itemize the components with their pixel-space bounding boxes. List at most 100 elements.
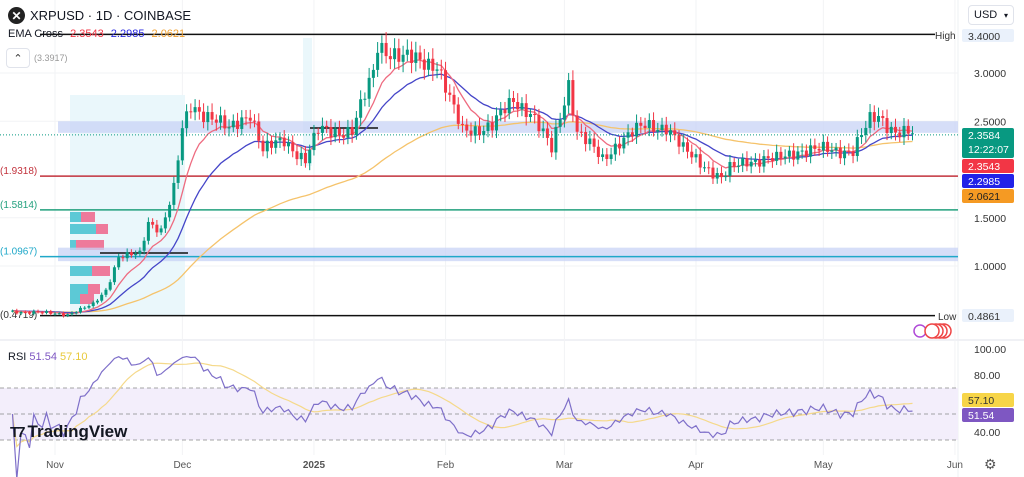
candle — [350, 127, 354, 136]
candle — [159, 228, 163, 233]
currency-select[interactable]: USD ▾ — [968, 5, 1014, 25]
price-tick-label: 2.5000 — [974, 116, 1006, 128]
rsi-ma-line — [11, 362, 913, 448]
candle — [762, 156, 766, 167]
candle — [804, 150, 808, 157]
candle — [520, 103, 524, 110]
x-tick-label: Nov — [46, 460, 64, 471]
candle — [855, 137, 859, 157]
candle — [906, 125, 910, 134]
settings-gear-icon[interactable]: ⚙ — [984, 456, 997, 472]
candle — [206, 112, 210, 123]
x-tick-label: May — [814, 460, 833, 471]
candle — [758, 159, 762, 167]
candle — [337, 128, 341, 136]
candle — [673, 130, 677, 136]
candle — [219, 115, 223, 123]
low-price-label: 0.4861 — [968, 311, 1000, 323]
candle — [702, 167, 706, 169]
candle — [104, 289, 108, 295]
candle — [414, 52, 418, 63]
candle — [197, 107, 201, 112]
candle — [257, 121, 261, 141]
candle — [214, 119, 218, 123]
low-label: Low — [938, 312, 957, 323]
last-price-badge: 2.3584 — [968, 130, 1000, 142]
candle — [121, 257, 125, 259]
candle — [465, 124, 469, 131]
candle — [163, 217, 167, 229]
candle — [545, 128, 549, 138]
candle — [57, 313, 61, 315]
candle — [860, 134, 864, 138]
candle — [724, 175, 728, 178]
candle — [677, 135, 681, 147]
symbol-title[interactable]: XRPUSD · 1D · COINBASE — [30, 8, 192, 23]
candle — [236, 120, 240, 129]
x-tick-label: Jun — [947, 460, 963, 471]
candle — [507, 98, 511, 114]
volume-profile-bar — [70, 284, 88, 294]
candle — [775, 151, 779, 161]
rsi-ma-value: 57.10 — [60, 351, 88, 363]
candle — [635, 122, 639, 137]
ema-cross-legend[interactable]: EMA Cross 2.3543 2.2985 2.0621 — [8, 28, 189, 40]
candle — [486, 122, 490, 131]
candle — [202, 111, 206, 123]
candle — [36, 311, 40, 313]
rsi-name: RSI — [8, 351, 27, 363]
candle — [656, 130, 660, 132]
candle — [579, 131, 583, 133]
candle — [567, 80, 571, 106]
candle — [499, 109, 503, 116]
candle — [363, 98, 367, 100]
candle — [550, 137, 554, 153]
candle — [834, 147, 838, 151]
chevron-down-icon: ▾ — [1003, 10, 1008, 20]
candle — [61, 313, 65, 316]
candle — [686, 142, 690, 152]
candle — [605, 154, 609, 159]
candle — [851, 151, 855, 157]
candle — [885, 118, 889, 133]
branding-text: TradingView — [27, 422, 128, 441]
candle — [821, 141, 825, 151]
candle — [639, 122, 643, 126]
candle — [609, 154, 613, 159]
candle — [652, 120, 656, 132]
candle — [749, 161, 753, 167]
candle — [346, 127, 350, 138]
candle — [707, 167, 711, 169]
collapse-legend-button[interactable]: ⌃ — [6, 48, 30, 68]
candle — [613, 143, 617, 155]
price-tick-label: 1.0000 — [974, 261, 1006, 273]
candle — [456, 104, 460, 124]
rsi-legend[interactable]: RSI 51.54 57.10 — [8, 351, 88, 363]
volume-profile-bar — [96, 224, 108, 234]
candle — [541, 128, 545, 132]
candle — [91, 302, 95, 306]
candle — [308, 150, 312, 164]
candle — [533, 113, 537, 116]
level-label: (1.0967) — [0, 247, 37, 258]
volume-profile-bar — [88, 284, 100, 294]
candle — [584, 131, 588, 145]
candle — [817, 148, 821, 151]
level-label: (1.9318) — [0, 166, 37, 177]
candle — [384, 42, 388, 57]
rsi-ma-badge-bg — [962, 393, 1014, 407]
candle — [452, 94, 456, 105]
candle — [736, 165, 740, 167]
candle — [427, 58, 431, 70]
x-tick-label: Dec — [173, 460, 191, 471]
candle — [23, 312, 27, 314]
candle — [151, 221, 155, 225]
candle — [770, 158, 774, 161]
ema-fast-badge: 2.3543 — [968, 161, 1000, 173]
rsi-ma-badge: 57.10 — [968, 395, 994, 407]
candle — [329, 127, 333, 138]
volume-profile-bar — [92, 266, 110, 276]
candle — [269, 140, 273, 148]
candle — [393, 48, 397, 60]
